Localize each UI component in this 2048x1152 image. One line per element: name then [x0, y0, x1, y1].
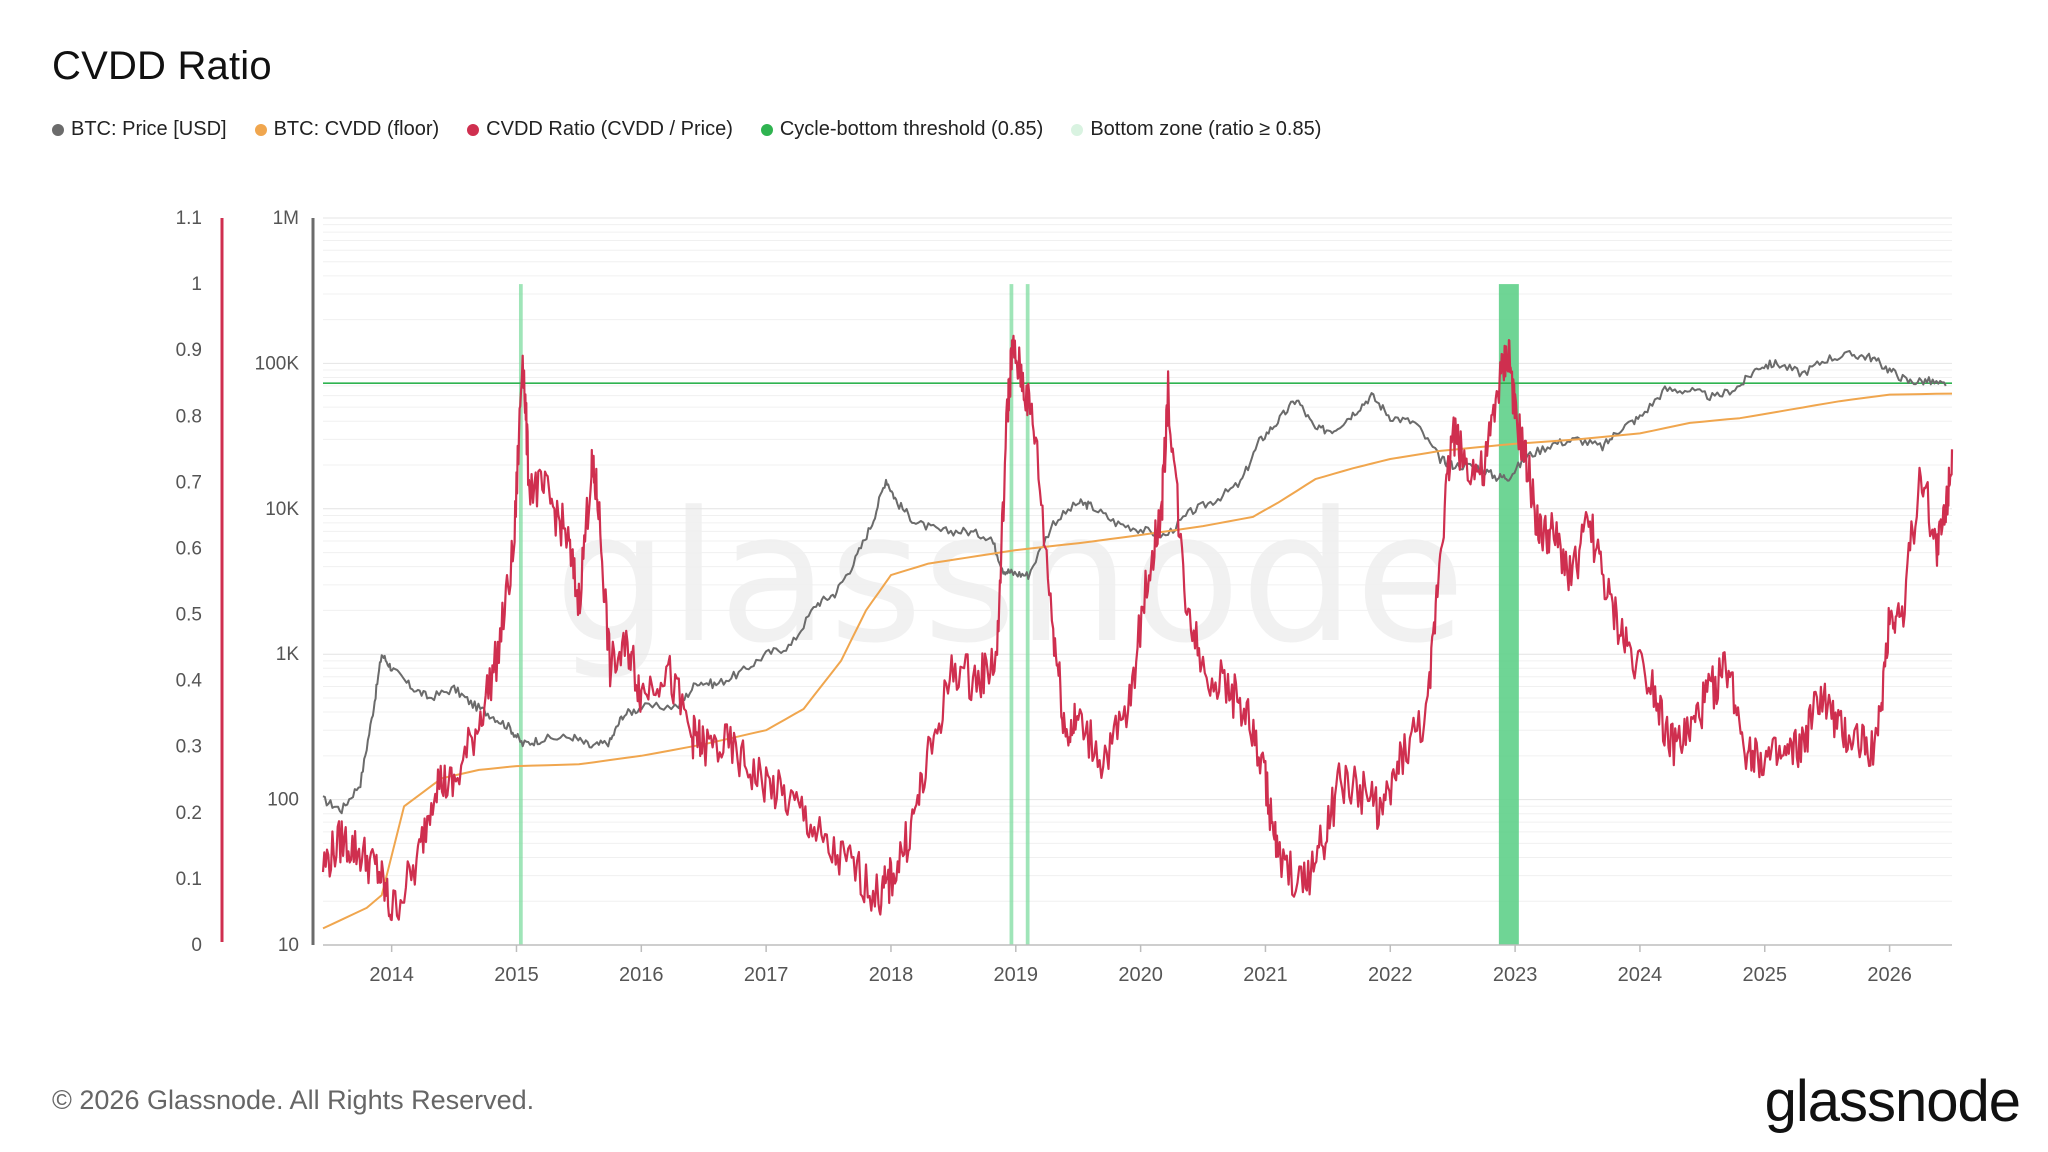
- legend-item-threshold[interactable]: Cycle-bottom threshold (0.85): [760, 118, 1044, 141]
- x-tick-label: 2019: [994, 964, 1039, 986]
- series-line-btc-price-usd: [322, 350, 1947, 815]
- legend-item-ratio[interactable]: CVDD Ratio (CVDD / Price): [467, 118, 733, 141]
- ratio-tick-label: 0.5: [176, 605, 202, 626]
- bottom-zone-band: [518, 284, 523, 945]
- ratio-tick-label: 0.1: [176, 869, 202, 890]
- ratio-tick-label: 0.8: [176, 406, 202, 427]
- ratio-tick-label: 0.6: [176, 538, 202, 559]
- ratio-tick-label: 0.2: [176, 803, 202, 824]
- legend-dot-cvdd: [254, 123, 267, 136]
- ratio-tick-label: 0.4: [176, 671, 203, 692]
- price-tick-label: 100: [267, 790, 299, 811]
- legend-label-threshold: Cycle-bottom threshold (0.85): [779, 118, 1044, 140]
- legend-dot-bottom-zone: [1071, 123, 1084, 136]
- bottom-zone-band: [1025, 284, 1030, 945]
- legend-item-price[interactable]: BTC: Price [USD]: [52, 118, 227, 141]
- x-tick-label: 2023: [1493, 964, 1538, 986]
- legend-dot-price: [52, 123, 64, 136]
- x-tick-label: 2017: [744, 964, 789, 986]
- x-tick-label: 2014: [369, 964, 414, 986]
- bottom-zone-band: [1009, 284, 1014, 945]
- x-tick-label: 2016: [619, 964, 664, 986]
- glassnode-logo: glassnode: [1764, 1069, 2021, 1134]
- ratio-tick-label: 0.3: [176, 737, 202, 758]
- ratio-tick-label: 1.1: [176, 208, 202, 229]
- ratio-tick-label: 1: [191, 274, 202, 295]
- legend-label-cvdd: BTC: CVDD (floor): [273, 118, 440, 140]
- series-line-btc-cvdd-floor: [322, 392, 1953, 930]
- price-tick-label: 100K: [255, 353, 300, 374]
- price-tick-label: 1M: [273, 208, 299, 229]
- x-tick-label: 2026: [1867, 964, 1912, 986]
- price-tick-label: 1K: [276, 644, 300, 665]
- ratio-tick-label: 0.9: [176, 340, 202, 361]
- legend-label-price: BTC: Price [USD]: [71, 118, 227, 140]
- x-tick-label: 2020: [1118, 964, 1163, 986]
- x-tick-label: 2024: [1618, 964, 1663, 986]
- x-tick-label: 2021: [1243, 964, 1288, 986]
- x-tick-label: 2022: [1368, 964, 1413, 986]
- x-tick-label: 2015: [494, 964, 539, 986]
- ratio-tick-label: 0.7: [176, 472, 202, 493]
- copyright-footer: © 2026 Glassnode. All Rights Reserved.: [52, 1085, 535, 1115]
- ratio-tick-label: 0: [191, 935, 202, 956]
- price-tick-label: 10K: [265, 499, 299, 520]
- x-tick-label: 2018: [869, 964, 914, 986]
- legend-label-bottom-zone: Bottom zone (ratio ≥ 0.85): [1090, 118, 1322, 140]
- chart-title: CVDD Ratio: [52, 44, 272, 88]
- x-tick-label: 2025: [1743, 964, 1788, 986]
- legend-dot-threshold: [760, 123, 773, 136]
- legend-label-ratio: CVDD Ratio (CVDD / Price): [486, 118, 733, 140]
- series-line-cvdd-ratio-cvdd-price: [321, 334, 1954, 922]
- legend-item-cvdd[interactable]: BTC: CVDD (floor): [254, 118, 440, 141]
- legend-item-bottom-zone[interactable]: Bottom zone (ratio ≥ 0.85): [1071, 118, 1321, 141]
- chart-legend: BTC: Price [USD] BTC: CVDD (floor) CVDD …: [52, 118, 1321, 141]
- price-tick-label: 10: [278, 935, 299, 956]
- bottom-zone-band: [1498, 284, 1519, 945]
- legend-dot-ratio: [467, 123, 480, 136]
